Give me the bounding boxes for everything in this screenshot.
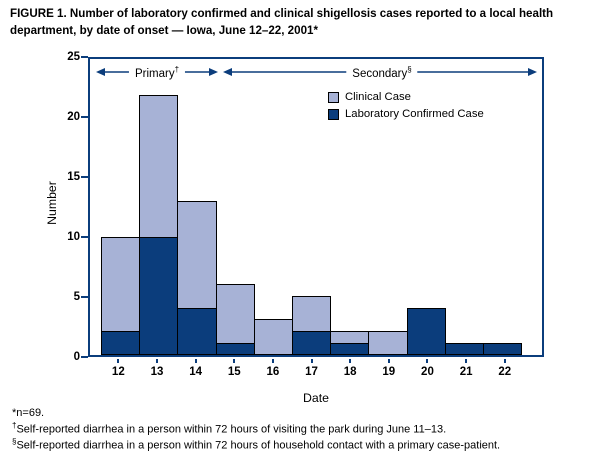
legend-label: Clinical Case (345, 91, 411, 103)
y-tick-mark (81, 116, 88, 118)
bar-segment (101, 236, 141, 332)
x-tick-label: 20 (408, 359, 447, 378)
bar-segment (482, 343, 523, 355)
y-tick-label: 15 (67, 170, 80, 183)
footnote-n-marker: * (12, 407, 17, 419)
y-tick-label: 20 (67, 110, 80, 123)
bar-segment (177, 307, 217, 355)
y-tick-marks (81, 56, 88, 358)
legend-swatch (328, 91, 339, 103)
x-tick-label: 12 (99, 359, 138, 378)
footnote-dagger: †Self-reported diarrhea in a person with… (12, 421, 546, 438)
y-tick-label: 5 (73, 290, 80, 303)
bar-20 (406, 59, 446, 355)
y-tick-mark (81, 296, 88, 298)
bar-12 (101, 59, 141, 355)
footnote-section: §Self-reported diarrhea in a person with… (12, 437, 546, 454)
annotation-primary-label: Primary† (128, 65, 186, 80)
x-tick-label: 16 (254, 359, 293, 378)
x-tick-label: 22 (485, 359, 524, 378)
legend-swatch (328, 108, 339, 120)
annotation-primary-text: Primary (134, 67, 175, 80)
x-tick-label: 14 (176, 359, 215, 378)
y-tick-label: 25 (67, 50, 80, 63)
legend: Clinical Case Laboratory Confirmed Case (328, 91, 484, 125)
legend-row: Clinical Case (328, 91, 484, 103)
bar-segment (253, 319, 293, 355)
bar-13 (139, 59, 179, 355)
footnote-section-text: Self-reported diarrhea in a person withi… (16, 440, 501, 453)
bar-segment (406, 307, 446, 355)
footnote-dagger-text: Self-reported diarrhea in a person withi… (16, 423, 447, 436)
annotation-secondary-marker: § (407, 65, 412, 74)
annotation-secondary-text: Secondary (352, 67, 408, 80)
bar-segment (177, 201, 217, 308)
bar-segment (291, 295, 332, 332)
x-tick-labels: 12 13 14 15 16 17 18 19 20 21 22 (88, 359, 544, 378)
legend-label: Laboratory Confirmed Case (345, 108, 484, 120)
plot-area: Primary† Secondary§ Clinical Case Laborat… (88, 57, 544, 357)
x-tick-label: 19 (369, 359, 408, 378)
y-tick-mark (81, 356, 88, 358)
bars-container (90, 59, 542, 355)
y-tick-labels: 0 5 10 15 20 25 (50, 51, 80, 362)
footnote-n-text: n=69. (16, 407, 45, 419)
y-tick-mark (81, 236, 88, 238)
bar-segment (139, 236, 179, 355)
bar-16 (253, 59, 293, 355)
x-axis-title: Date (303, 391, 329, 405)
y-tick-mark (81, 176, 88, 178)
x-tick-label: 17 (292, 359, 331, 378)
figure-title: FIGURE 1. Number of laboratory confirmed… (10, 7, 554, 37)
bar-17 (291, 59, 332, 355)
x-tick-label: 15 (215, 359, 254, 378)
footnote-dagger-marker: † (12, 420, 17, 430)
y-tick-label: 10 (67, 230, 80, 243)
legend-row: Laboratory Confirmed Case (328, 108, 484, 120)
x-tick-label: 13 (138, 359, 177, 378)
y-tick-label: 0 (73, 350, 80, 363)
bar-segment (139, 94, 179, 237)
footnote-section-marker: § (12, 437, 17, 447)
x-tick-label: 18 (331, 359, 370, 378)
bar-segment (215, 283, 255, 344)
bar-22 (482, 59, 523, 355)
footnotes: *n=69. †Self-reported diarrhea in a pers… (12, 407, 546, 454)
annotation-primary-marker: † (174, 65, 180, 74)
annotation-secondary-label: Secondary§ (346, 65, 418, 80)
y-tick-mark (81, 56, 88, 58)
x-tick-label: 21 (447, 359, 486, 378)
bar-14 (177, 59, 217, 355)
footnote-n: *n=69. (12, 407, 546, 421)
